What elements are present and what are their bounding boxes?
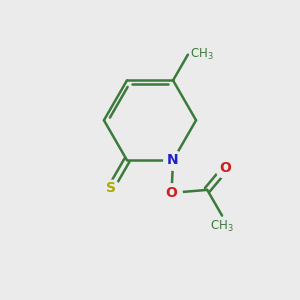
Text: S: S	[106, 182, 116, 196]
Text: CH$_3$: CH$_3$	[190, 47, 214, 62]
Text: O: O	[219, 161, 231, 175]
Text: N: N	[167, 153, 179, 167]
Text: O: O	[166, 186, 178, 200]
Text: CH$_3$: CH$_3$	[210, 219, 234, 234]
